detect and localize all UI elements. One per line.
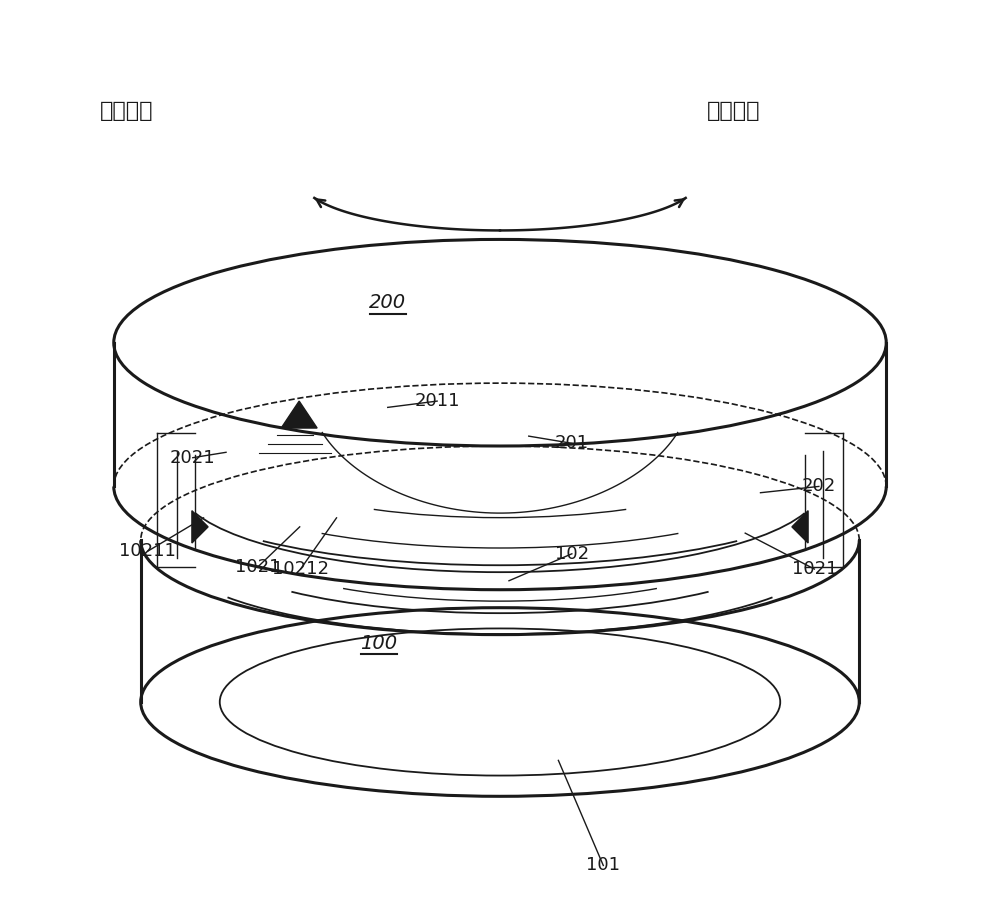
Text: 1021: 1021 [792, 560, 837, 578]
Text: 10212: 10212 [272, 560, 329, 578]
Text: 102: 102 [555, 545, 589, 563]
Text: 10211: 10211 [119, 542, 176, 560]
Text: 1021: 1021 [235, 559, 280, 577]
Text: 100: 100 [360, 634, 397, 653]
Text: 第一方向: 第一方向 [100, 101, 154, 121]
Text: 200: 200 [369, 293, 406, 312]
Polygon shape [281, 401, 317, 428]
Polygon shape [192, 511, 208, 543]
Text: 2011: 2011 [414, 392, 460, 410]
Text: 2021: 2021 [170, 449, 216, 467]
Text: 201: 201 [555, 434, 589, 452]
Text: 101: 101 [586, 857, 620, 875]
Text: 第二方向: 第二方向 [707, 101, 760, 121]
Text: 202: 202 [802, 478, 836, 496]
Polygon shape [792, 511, 808, 543]
